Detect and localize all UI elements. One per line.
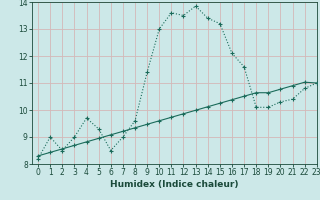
- X-axis label: Humidex (Indice chaleur): Humidex (Indice chaleur): [110, 180, 239, 189]
